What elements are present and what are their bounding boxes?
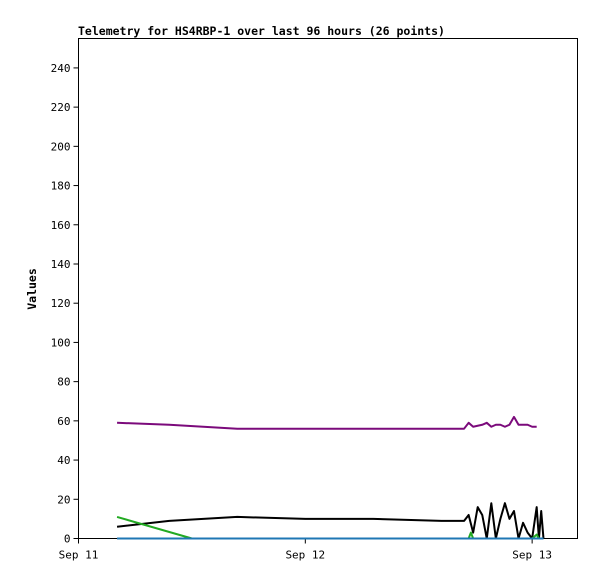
x-axis: Sep 11 Sep 12 Sep 13 (59, 538, 552, 562)
series-group (116, 415, 545, 540)
y-tick-label: 160 (51, 219, 71, 232)
y-tick-label: 40 (57, 454, 70, 467)
y-tick-label: 180 (51, 180, 71, 193)
y-tick-label: 240 (51, 62, 71, 75)
x-tick-label: Sep 12 (285, 549, 325, 562)
y-tick-label: 20 (57, 493, 70, 506)
y-tick-label: 220 (51, 101, 71, 114)
y-tick-label: 200 (51, 140, 71, 153)
plot-area (78, 38, 578, 539)
x-tick-label: Sep 13 (512, 549, 552, 562)
y-tick-label: 80 (57, 376, 70, 389)
x-tick-label: Sep 11 (59, 549, 99, 562)
y-axis: 0 20 40 60 80 100 120 140 160 180 200 220 240 (51, 62, 79, 546)
y-axis-title: Values (25, 268, 39, 310)
series-line-2 (116, 502, 545, 540)
y-tick-label: 120 (51, 297, 71, 310)
y-tick-label: 60 (57, 415, 70, 428)
y-tick-label: 140 (51, 258, 71, 271)
chart-title: Telemetry for HS4RBP-1 over last 96 hour… (78, 24, 445, 38)
y-tick-label: 0 (64, 533, 71, 546)
y-tick-label: 100 (51, 336, 71, 349)
series-line-1 (117, 415, 537, 430)
